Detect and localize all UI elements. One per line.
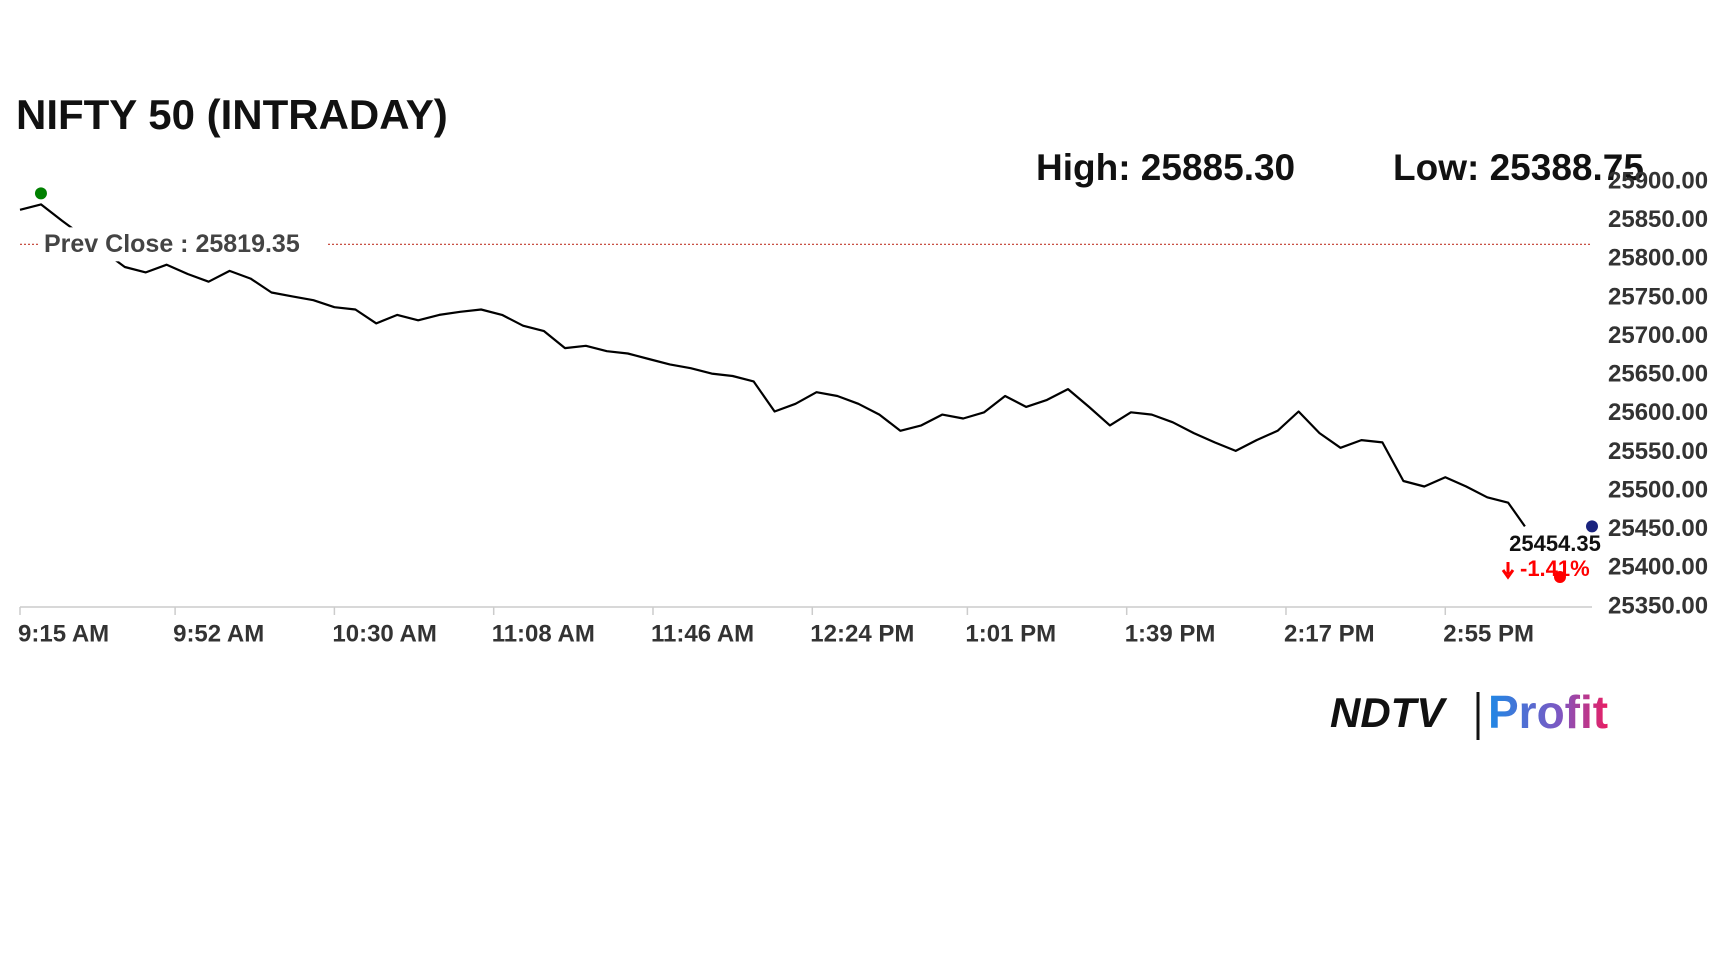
low-label: Low: 25388.75 xyxy=(1393,147,1644,188)
plot: 25350.00 25400.00 25450.00 25500.00 25550.00… xyxy=(18,167,1708,647)
chart-title: NIFTY 50 (INTRADAY) xyxy=(16,91,448,138)
x-tick-label: 9:52 AM xyxy=(173,620,264,647)
x-tick-label: 10:30 AM xyxy=(332,620,436,647)
y-tick-label: 25900.00 xyxy=(1608,167,1708,194)
x-tick-label: 9:15 AM xyxy=(18,620,109,647)
y-tick-label: 25850.00 xyxy=(1608,206,1708,233)
y-tick-label: 25400.00 xyxy=(1608,554,1708,581)
y-tick-label: 25800.00 xyxy=(1608,245,1708,272)
price-line xyxy=(19,203,1526,528)
high-dot xyxy=(34,187,47,200)
last-label: 25454.35 xyxy=(1509,531,1601,556)
x-tick-label: 2:55 PM xyxy=(1443,620,1534,647)
y-tick-label: 25700.00 xyxy=(1608,322,1708,349)
change-label: -1.41% xyxy=(1520,556,1590,581)
x-tick-label: 1:39 PM xyxy=(1125,620,1216,647)
x-tick-label: 12:24 PM xyxy=(810,620,914,647)
logo: NDTV Profit xyxy=(1330,686,1608,740)
logo-ndtv: NDTV xyxy=(1330,689,1447,736)
y-tick-label: 25450.00 xyxy=(1608,515,1708,542)
prev-close-bg xyxy=(38,227,328,262)
down-arrow xyxy=(1501,562,1515,580)
y-tick-label: 25350.00 xyxy=(1608,592,1708,619)
x-tick-label: 11:08 AM xyxy=(492,620,595,647)
high-label: High: 25885.30 xyxy=(1036,147,1295,188)
x-tick-label: 1:01 PM xyxy=(965,620,1056,647)
y-tick-label: 25650.00 xyxy=(1608,361,1708,388)
x-tick-label: 2:17 PM xyxy=(1284,620,1375,647)
y-tick-label: 25500.00 xyxy=(1608,476,1708,503)
low-dot xyxy=(1554,571,1566,584)
prev-close-label: Prev Close : 25819.35 xyxy=(44,230,300,258)
y-tick-label: 25550.00 xyxy=(1608,438,1708,465)
x-tick-label: 11:46 AM xyxy=(651,620,754,647)
last-dot xyxy=(1586,520,1598,533)
logo-profit: Profit xyxy=(1488,686,1608,738)
y-tick-label: 25750.00 xyxy=(1608,283,1708,310)
y-tick-label: 25600.00 xyxy=(1608,399,1708,426)
